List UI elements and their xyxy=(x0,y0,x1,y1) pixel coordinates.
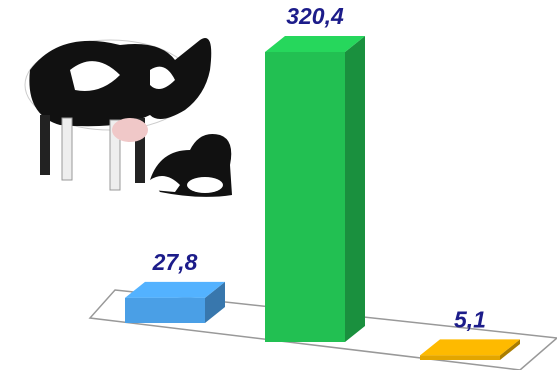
value-label: 5,1 xyxy=(454,306,486,332)
bar xyxy=(420,355,500,360)
bar xyxy=(265,52,345,342)
value-label: 27,8 xyxy=(152,249,198,275)
cow-illustration xyxy=(24,38,232,197)
bar-side xyxy=(500,339,520,360)
bar-side xyxy=(345,36,365,342)
bar-top xyxy=(265,36,365,52)
bar xyxy=(125,297,205,323)
bar-top xyxy=(125,281,225,298)
bar-side xyxy=(205,281,225,323)
value-label: 320,4 xyxy=(286,3,344,29)
bar-top xyxy=(420,339,520,356)
